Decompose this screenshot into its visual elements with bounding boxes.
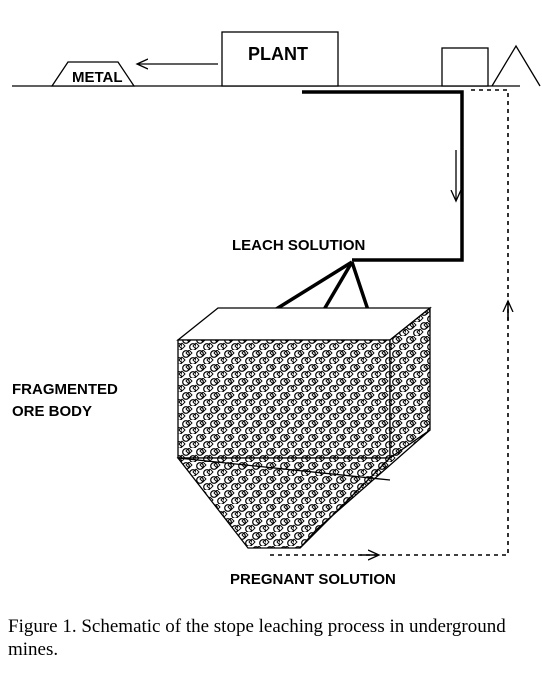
- fragmented-label-1: FRAGMENTED: [12, 381, 118, 398]
- metal-label: METAL: [72, 69, 123, 86]
- figure-caption: Figure 1. Schematic of the stope leachin…: [8, 615, 528, 663]
- headframe: [442, 48, 488, 86]
- leach-pipe: [302, 92, 462, 260]
- diagram-svg: PLANT METAL LEACH SOLUTION FRAGMENTED OR…: [0, 0, 542, 620]
- plant-label: PLANT: [248, 44, 308, 64]
- waste-pile: [492, 46, 540, 86]
- fragmented-label-2: ORE BODY: [12, 403, 92, 420]
- leach-label: LEACH SOLUTION: [232, 237, 365, 254]
- pregnant-label: PREGNANT SOLUTION: [230, 571, 396, 588]
- ore-body: [178, 308, 430, 548]
- figure-wrap: PLANT METAL LEACH SOLUTION FRAGMENTED OR…: [0, 0, 542, 680]
